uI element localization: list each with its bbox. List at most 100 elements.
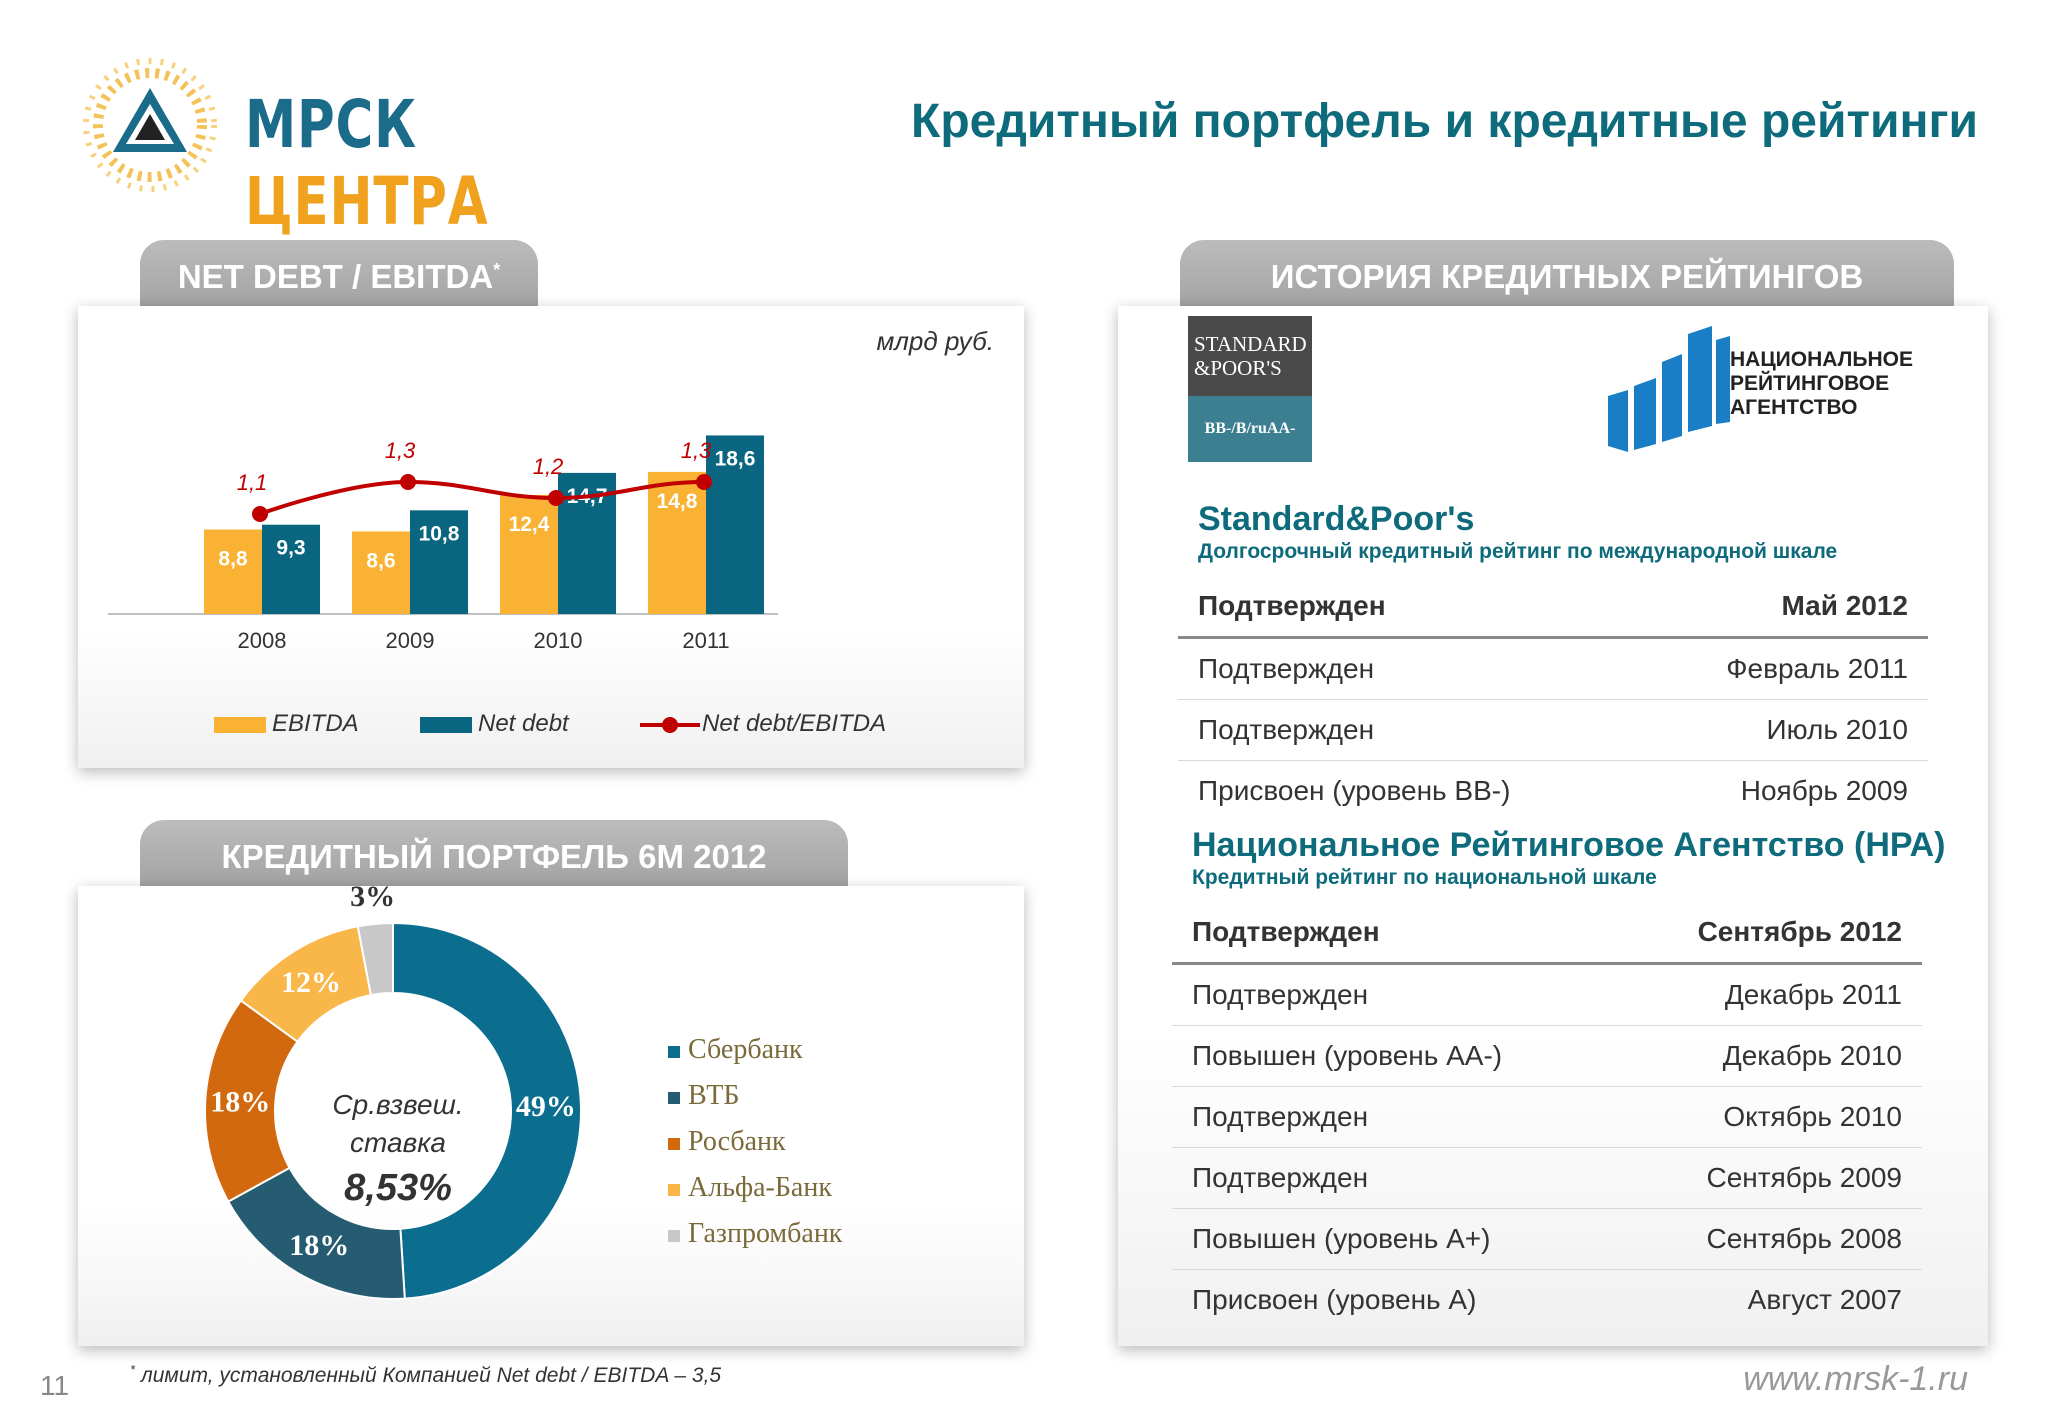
unit-label: млрд руб. [876, 326, 994, 356]
bar-ebitda [500, 494, 558, 614]
donut-slice-label: 3% [350, 886, 395, 913]
nra-logo: НАЦИОНАЛЬНОЕ РЕЙТИНГОВОЕ АГЕНТСТВО [1608, 326, 1948, 456]
sp-logo-line1: STANDARD [1194, 332, 1307, 356]
footnote: * лимит, установленный Компанией Net deb… [130, 1362, 721, 1388]
bar-data-label: 12,4 [509, 513, 550, 536]
bar-data-label: 9,3 [276, 537, 305, 560]
sp-logo-line2: &POOR'S [1194, 356, 1282, 380]
nra-row-date: Декабрь 2010 [1613, 1025, 1922, 1087]
donut-slice-label: 18% [289, 1229, 349, 1262]
nra-row-action: Повышен (уровень А+) [1172, 1208, 1614, 1270]
ratio-data-label: 1,3 [385, 438, 416, 463]
sp-row-date: Февраль 2011 [1638, 637, 1928, 700]
ratio-line [259, 479, 705, 516]
legend-ratio-swatch [640, 716, 700, 733]
donut-legend-item: Альфа-Банк [668, 1172, 842, 1218]
bar-data-label: 14,8 [657, 490, 698, 513]
nra-logo-line2: РЕЙТИНГОВОЕ [1730, 372, 1890, 395]
donut-slice-label: 49% [516, 1090, 576, 1123]
legend-net-debt-swatch [420, 716, 472, 733]
page-number: 11 [40, 1370, 70, 1401]
donut-legend-item: ВТБ [668, 1080, 842, 1126]
sp-row-date: Май 2012 [1638, 576, 1928, 639]
credit-portfolio-chart: 49% 18% 18% 12% 3% [204, 886, 582, 1300]
nra-row: Повышен (уровень А+) Сентябрь 2008 [1172, 1208, 1922, 1270]
bar-ebitda [648, 471, 706, 614]
tab-net-debt-ebitda: NET DEBT / EBITDA* [140, 240, 538, 306]
ratio-point [548, 490, 564, 506]
nra-row-action: Подтвержден [1172, 1086, 1614, 1148]
nra-row-date: Август 2007 [1747, 1284, 1902, 1315]
donut-center-line1: Ср.взвеш. [332, 1089, 464, 1120]
sp-logo-text: STANDARD &POOR'S [1188, 316, 1312, 380]
nra-row-action: Подтвержден [1172, 1147, 1614, 1209]
donut-legend-item: Газпромбанк [668, 1218, 842, 1264]
tab-rating-history: ИСТОРИЯ КРЕДИТНЫХ РЕЙТИНГОВ [1180, 240, 1954, 306]
donut-legend: Сбербанк ВТБ Росбанк Альфа-Банк Газпромб… [668, 1034, 842, 1264]
bar-data-label: 8,8 [218, 548, 248, 571]
x-tick-label: 2008 [238, 628, 287, 653]
sp-title: Standard&Poor's [1198, 500, 1475, 538]
site-link[interactable]: www.mrsk-1.ru [1743, 1360, 1968, 1398]
donut-center: Ср.взвеш. ставка 8,53% [318, 1086, 478, 1214]
donut-slice-label: 12% [281, 966, 341, 999]
nra-row-action: Подтвержден [1172, 963, 1614, 1026]
bar-data-label: 18,6 [715, 447, 756, 470]
donut-slice-label: 18% [210, 1085, 270, 1118]
tab-net-debt-label: NET DEBT / EBITDA [177, 258, 494, 295]
sp-row-date: Ноябрь 2009 [1740, 775, 1908, 806]
nra-logo-text: НАЦИОНАЛЬНОЕ РЕЙТИНГОВОЕ АГЕНТСТВО [1730, 348, 1913, 420]
nra-subtitle: Кредитный рейтинг по национальной шкале [1192, 866, 1657, 889]
ratio-point [696, 474, 712, 490]
nra-row-date: Сентябрь 2009 [1613, 1147, 1922, 1209]
nra-row-action: Подтвержден [1172, 902, 1614, 965]
page-title: Кредитный портфель и кредитные рейтинги [911, 95, 1978, 148]
sp-row-action: Подтвержден [1178, 699, 1639, 761]
legend-net-debt: Net debt [420, 710, 569, 738]
donut-legend-item: Сбербанк [668, 1034, 842, 1080]
nra-row: Подтвержден Октябрь 2010 [1172, 1086, 1922, 1148]
nra-rating-table: Подтвержден Сентябрь 2012 Подтвержден Дека… [1172, 902, 1922, 1330]
net-debt-panel: млрд руб. 2008 2009 2010 2011 8,8 8,6 12,4 14,8… [78, 306, 1024, 768]
nra-row: Присвоен (уровень А) Август 2007 [1172, 1270, 1922, 1331]
x-tick-label: 2011 [682, 628, 729, 653]
nra-row-date: Сентябрь 2012 [1613, 902, 1922, 965]
nra-row-date: Декабрь 2011 [1613, 963, 1922, 1026]
donut-legend-label: Сбербанк [688, 1034, 803, 1065]
donut-slice [356, 921, 394, 997]
donut-legend-label: Газпромбанк [688, 1218, 843, 1249]
bar-ebitda [204, 529, 262, 614]
bar-net-debt [262, 524, 320, 614]
logo-text-centra: ЦЕНТРА [245, 163, 489, 240]
nra-row: Подтвержден Декабрь 2011 [1172, 963, 1922, 1026]
donut-legend-item: Росбанк [668, 1126, 842, 1172]
legend-ebitda: EBITDA [214, 710, 359, 738]
nra-row: Подтвержден Сентябрь 2009 [1172, 1147, 1922, 1209]
nra-logo-icon [1608, 326, 1730, 452]
tab-credit-portfolio: КРЕДИТНЫЙ ПОРТФЕЛЬ 6М 2012 [140, 820, 848, 886]
donut-slice [392, 921, 582, 1300]
nra-title: Национальное Рейтинговое Агентство (НРА) [1192, 826, 1946, 864]
donut-center-value: 8,53% [344, 1167, 452, 1209]
donut-center-line2: ставка [350, 1127, 446, 1158]
tab-net-debt-footnote-mark: * [493, 260, 501, 280]
nra-logo-line3: АГЕНТСТВО [1730, 396, 1858, 419]
nra-row: Повышен (уровень АА-) Декабрь 2010 [1172, 1025, 1922, 1087]
ratio-data-label: 1,3 [681, 438, 712, 463]
credit-portfolio-panel: 49% 18% 18% 12% 3% Ср.взвеш. ставка 8,53% Сб… [78, 886, 1024, 1346]
bar-ebitda [352, 531, 410, 614]
x-tick-label: 2009 [386, 628, 435, 653]
sp-rating-table: Подтвержден Май 2012 Подтвержден Февраль 2… [1178, 576, 1928, 821]
sp-row-date: Июль 2010 [1638, 699, 1928, 761]
sp-row: Подтвержден Июль 2010 [1178, 699, 1928, 761]
x-tick-label: 2010 [534, 628, 583, 653]
logo-text-mrsk: МРСК [245, 86, 417, 163]
bar-net-debt [410, 510, 468, 614]
ratio-point [252, 506, 268, 522]
sp-logo-rating: BB-/B/ruAA- [1188, 396, 1312, 462]
donut-legend-label: Росбанк [688, 1126, 786, 1157]
sp-row-action: Подтвержден [1178, 576, 1639, 639]
bar-net-debt [706, 435, 764, 614]
nra-row-date: Октябрь 2010 [1613, 1086, 1922, 1148]
